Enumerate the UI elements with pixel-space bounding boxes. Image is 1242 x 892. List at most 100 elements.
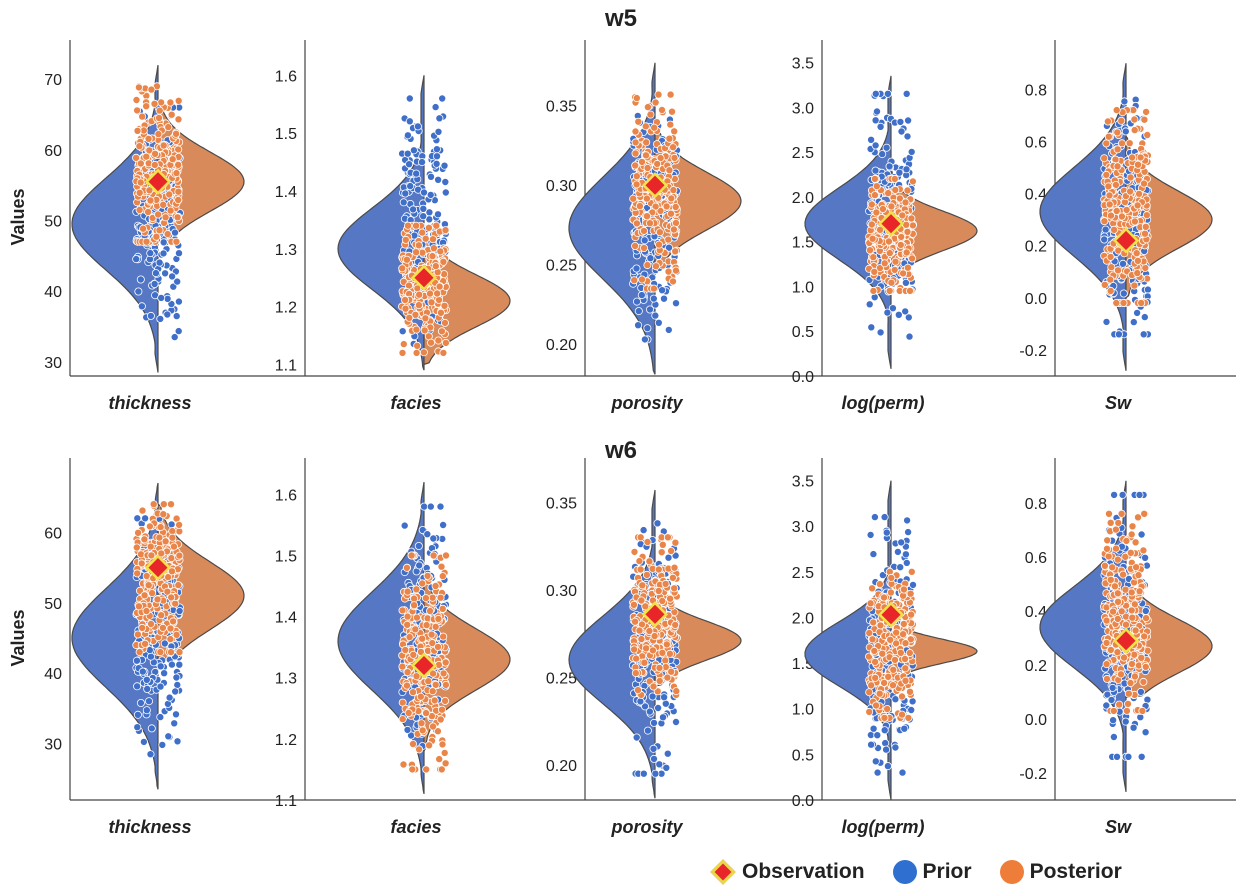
prior-point (432, 152, 441, 161)
posterior-point (1113, 648, 1122, 657)
posterior-point (870, 174, 879, 183)
posterior-point (155, 226, 164, 235)
posterior-point (886, 635, 895, 644)
posterior-point (1117, 212, 1126, 221)
posterior-point (166, 624, 175, 633)
posterior-point (867, 681, 876, 690)
posterior-point (145, 146, 154, 155)
posterior-point (145, 522, 154, 531)
prior-point (891, 743, 900, 752)
posterior-point (905, 649, 914, 658)
posterior-point (631, 138, 640, 147)
posterior-point (422, 709, 431, 718)
posterior-point (643, 163, 652, 172)
posterior-point (875, 689, 884, 698)
posterior-point (896, 648, 905, 657)
prior-point (905, 332, 914, 341)
posterior-point (635, 626, 644, 635)
posterior-point (428, 722, 437, 731)
posterior-point (410, 594, 419, 603)
prior-point (639, 769, 648, 778)
y-tick-label: 3.5 (792, 55, 814, 72)
posterior-point (425, 607, 434, 616)
prior-point (882, 528, 891, 537)
prior-point (165, 693, 174, 702)
prior-point (873, 768, 882, 777)
y-tick-label: 40 (44, 666, 62, 683)
posterior-point (1138, 706, 1147, 715)
prior-point (1109, 733, 1118, 742)
observation-marker (641, 601, 669, 628)
posterior-point (1140, 509, 1149, 518)
prior-point (867, 323, 876, 332)
posterior-point (648, 208, 657, 217)
prior-point (1101, 225, 1110, 234)
y-tick-label: 1.5 (275, 126, 297, 143)
posterior-point (174, 195, 183, 204)
posterior-point (425, 741, 434, 750)
posterior-point (1137, 298, 1146, 307)
observation-marker (641, 172, 669, 199)
prior-point (885, 162, 894, 171)
prior-violin-half (71, 65, 159, 373)
posterior-point (436, 308, 445, 317)
posterior-point (642, 644, 651, 653)
prior-point (1118, 490, 1127, 499)
y-tick-label: 0.8 (1025, 496, 1047, 513)
prior-violin-half (568, 489, 656, 799)
y-tick-label: 1.0 (792, 702, 814, 719)
posterior-point (868, 584, 877, 593)
posterior-point (904, 713, 913, 722)
posterior-point (1139, 546, 1148, 555)
posterior-point (1130, 672, 1139, 681)
posterior-point (668, 107, 677, 116)
posterior-point (865, 707, 874, 716)
prior-point (1119, 289, 1128, 298)
prior-point (902, 89, 911, 98)
prior-point (426, 502, 435, 511)
posterior-point (175, 551, 184, 560)
y-tick-label: 1.3 (275, 671, 297, 688)
posterior-point (399, 277, 408, 286)
posterior-point (902, 248, 911, 257)
posterior-point (1133, 201, 1142, 210)
prior-point (171, 687, 180, 696)
posterior-point (138, 623, 147, 632)
prior-point (902, 558, 911, 567)
posterior-point (1133, 269, 1142, 278)
prior-point (415, 561, 424, 570)
posterior-point (1114, 266, 1123, 275)
violin-panel-porosity: 0.20 0.25 0.30 0.35 porosity (546, 40, 742, 413)
posterior-point (166, 648, 175, 657)
posterior-point (146, 620, 155, 629)
posterior-point (398, 606, 407, 615)
posterior-point (872, 182, 881, 191)
prior-point (405, 160, 414, 169)
prior-point (645, 707, 654, 716)
posterior-point (1135, 189, 1144, 198)
posterior-point (891, 655, 900, 664)
posterior-point (430, 696, 439, 705)
prior-point (413, 122, 422, 131)
y-tick-label: 0.0 (792, 793, 814, 810)
posterior-point (431, 582, 440, 591)
posterior-point (1109, 607, 1118, 616)
posterior-point (891, 257, 900, 266)
y-tick-label: 50 (44, 596, 62, 613)
posterior-point (636, 565, 645, 574)
prior-point (1136, 687, 1145, 696)
posterior-point (161, 213, 170, 222)
prior-point (398, 327, 407, 336)
observation-diamond-icon (710, 859, 736, 885)
prior-point (632, 264, 641, 273)
prior-point (136, 699, 145, 708)
prior-point (1141, 728, 1150, 737)
posterior-point (1118, 139, 1127, 148)
posterior-point (440, 748, 449, 757)
posterior-point (1100, 561, 1109, 570)
posterior-point (135, 648, 144, 657)
posterior-point (649, 284, 658, 293)
prior-point (867, 740, 876, 749)
observation-marker (410, 264, 438, 291)
posterior-point (1126, 173, 1135, 182)
